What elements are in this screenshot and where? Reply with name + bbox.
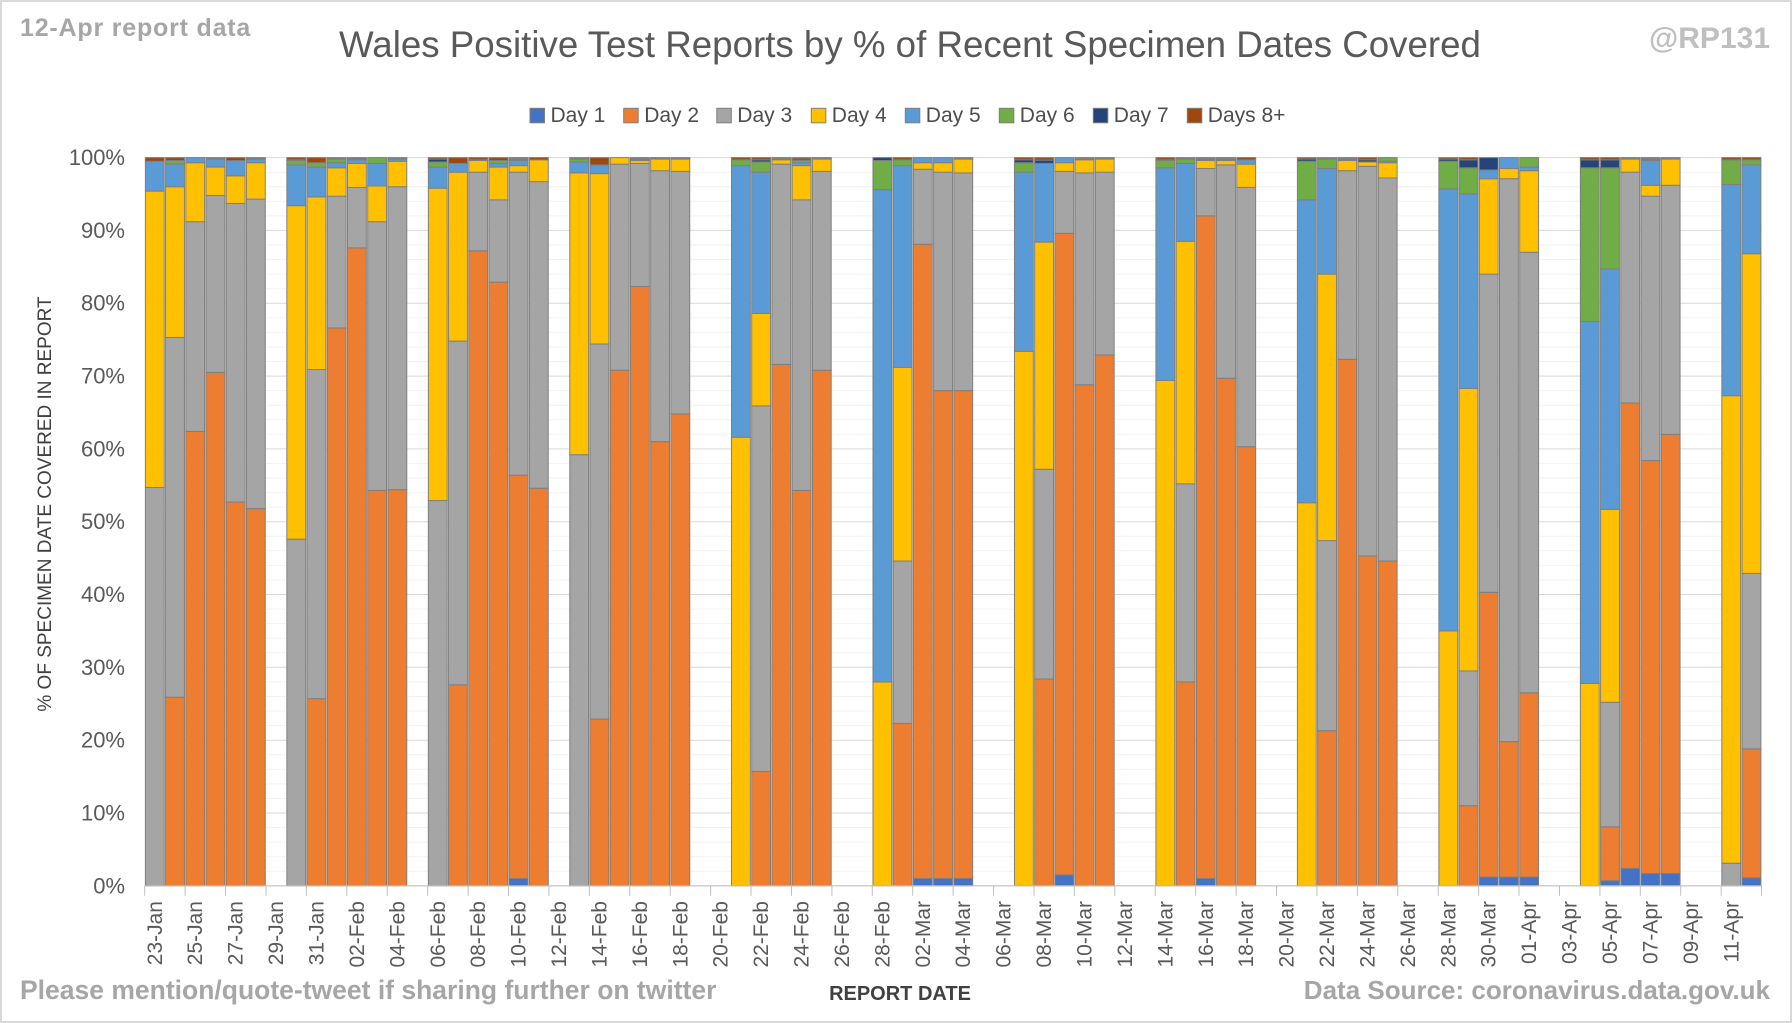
svg-text:12-Feb: 12-Feb (548, 901, 571, 968)
svg-text:26-Mar: 26-Mar (1397, 901, 1420, 968)
svg-text:Day 4: Day 4 (832, 104, 887, 127)
svg-text:50%: 50% (81, 509, 125, 534)
svg-text:06-Feb: 06-Feb (427, 901, 450, 968)
svg-text:03-Apr: 03-Apr (1559, 901, 1582, 964)
svg-text:18-Feb: 18-Feb (669, 901, 692, 968)
svg-text:08-Feb: 08-Feb (467, 901, 490, 968)
svg-text:28-Feb: 28-Feb (871, 901, 894, 968)
svg-text:90%: 90% (81, 218, 125, 243)
svg-text:Day 3: Day 3 (737, 104, 792, 127)
svg-text:16-Feb: 16-Feb (629, 901, 652, 968)
svg-text:14-Feb: 14-Feb (588, 901, 611, 968)
svg-text:Day 1: Day 1 (551, 104, 606, 127)
svg-text:10-Mar: 10-Mar (1074, 901, 1097, 968)
svg-text:80%: 80% (81, 291, 125, 316)
svg-text:07-Apr: 07-Apr (1639, 901, 1662, 964)
svg-text:06-Mar: 06-Mar (993, 901, 1016, 968)
svg-text:24-Feb: 24-Feb (791, 901, 814, 968)
svg-text:Day 7: Day 7 (1114, 104, 1169, 127)
svg-text:Days 8+: Days 8+ (1208, 104, 1286, 127)
svg-text:100%: 100% (69, 145, 125, 170)
svg-text:04-Feb: 04-Feb (386, 901, 409, 968)
svg-text:12-Apr report data: 12-Apr report data (20, 14, 251, 42)
svg-text:Please mention/quote-tweet if: Please mention/quote-tweet if sharing fu… (20, 975, 716, 1005)
svg-text:24-Mar: 24-Mar (1357, 901, 1380, 968)
svg-text:23-Jan: 23-Jan (144, 901, 167, 965)
svg-text:20-Feb: 20-Feb (710, 901, 733, 968)
svg-text:22-Mar: 22-Mar (1316, 901, 1339, 968)
svg-text:20-Mar: 20-Mar (1276, 901, 1299, 968)
svg-text:29-Jan: 29-Jan (265, 901, 288, 965)
svg-text:09-Apr: 09-Apr (1680, 901, 1703, 964)
svg-text:27-Jan: 27-Jan (225, 901, 248, 965)
svg-text:Data Source: coronavirus.data.: Data Source: coronavirus.data.gov.uk (1304, 975, 1771, 1005)
svg-text:04-Mar: 04-Mar (952, 901, 975, 968)
svg-text:18-Mar: 18-Mar (1235, 901, 1258, 968)
svg-text:26-Feb: 26-Feb (831, 901, 854, 968)
svg-text:10%: 10% (81, 801, 125, 826)
svg-text:05-Apr: 05-Apr (1599, 901, 1622, 964)
svg-text:Day 6: Day 6 (1020, 104, 1075, 127)
svg-text:REPORT DATE: REPORT DATE (829, 983, 971, 1005)
svg-text:@RP131: @RP131 (1649, 22, 1770, 55)
svg-text:Day 2: Day 2 (644, 104, 699, 127)
svg-text:20%: 20% (81, 728, 125, 753)
svg-text:60%: 60% (81, 436, 125, 461)
svg-text:25-Jan: 25-Jan (184, 901, 207, 965)
svg-text:30%: 30% (81, 655, 125, 680)
svg-text:16-Mar: 16-Mar (1195, 901, 1218, 968)
svg-text:0%: 0% (93, 873, 125, 898)
svg-text:10-Feb: 10-Feb (508, 901, 531, 968)
svg-text:31-Jan: 31-Jan (306, 901, 329, 965)
svg-text:12-Mar: 12-Mar (1114, 901, 1137, 968)
svg-text:40%: 40% (81, 582, 125, 607)
svg-text:11-Apr: 11-Apr (1720, 901, 1743, 962)
svg-text:02-Feb: 02-Feb (346, 901, 369, 968)
svg-text:Wales Positive Test Reports by: Wales Positive Test Reports by % of Rece… (339, 24, 1481, 65)
svg-text:Day 5: Day 5 (926, 104, 981, 127)
svg-text:70%: 70% (81, 364, 125, 389)
svg-text:01-Apr: 01-Apr (1518, 901, 1541, 964)
svg-text:22-Feb: 22-Feb (750, 901, 773, 968)
svg-text:08-Mar: 08-Mar (1033, 901, 1056, 968)
svg-text:14-Mar: 14-Mar (1154, 901, 1177, 968)
svg-text:30-Mar: 30-Mar (1478, 901, 1501, 968)
svg-text:28-Mar: 28-Mar (1437, 901, 1460, 968)
svg-text:02-Mar: 02-Mar (912, 901, 935, 968)
svg-text:% OF SPECIMEN DATE COVERED IN: % OF SPECIMEN DATE COVERED IN REPORT (35, 296, 56, 712)
